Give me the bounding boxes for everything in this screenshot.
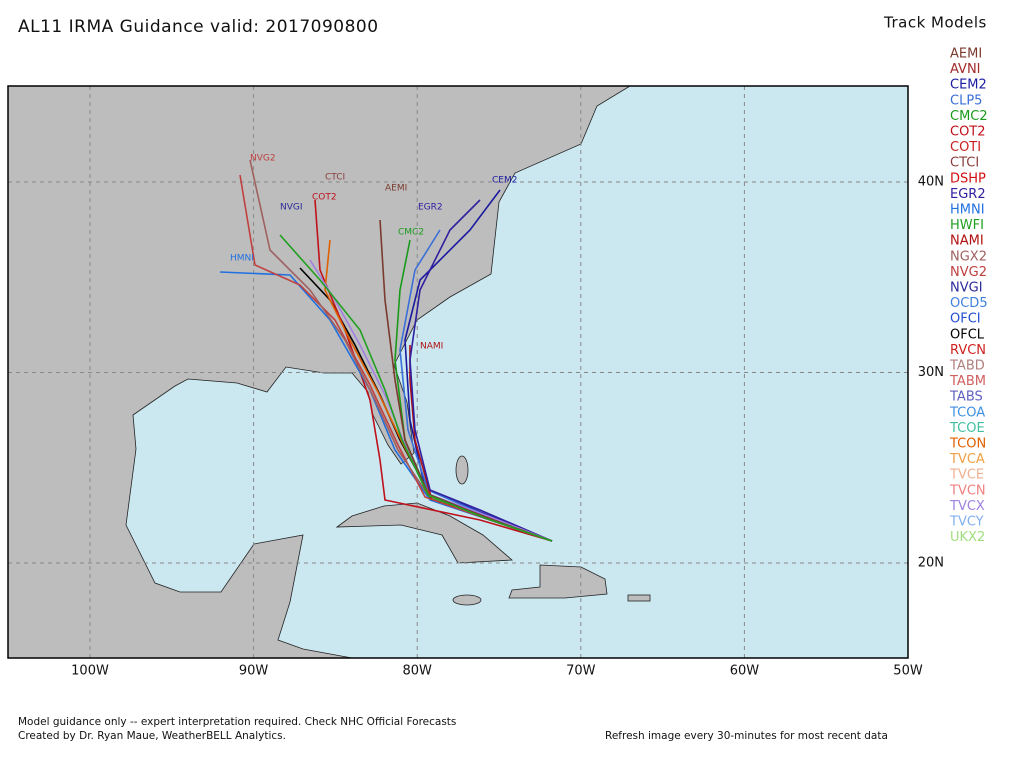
map: NAMI HMNI CEM2 AEMI CTCI COT2 NVG2 NVGI …	[7, 85, 909, 659]
legend-item: CTCI	[950, 156, 979, 171]
grid	[8, 86, 908, 658]
lon-label: 90W	[239, 664, 269, 679]
footer-note: Model guidance only -- expert interpreta…	[18, 716, 456, 728]
legend-item: CMC2	[950, 109, 988, 124]
legend-item: TVCN	[949, 483, 986, 498]
legend-item: TABS	[949, 390, 983, 405]
legend-item: TCON	[949, 437, 986, 452]
track-label: EGR2	[418, 203, 443, 213]
legend-item: TABD	[949, 359, 985, 374]
legend-item: TVCY	[949, 515, 984, 530]
track-label: CMC2	[398, 228, 424, 238]
lon-label: 60W	[730, 664, 760, 679]
legend-item: TVCE	[949, 468, 984, 483]
legend-item: RVCN	[950, 343, 986, 358]
lon-label: 70W	[566, 664, 596, 679]
track	[239, 174, 553, 542]
land-north-america	[7, 85, 632, 659]
legend-item: COT2	[950, 125, 986, 140]
legend-item: COTI	[950, 140, 981, 155]
footer-refresh: Refresh image every 30-minutes for most …	[605, 730, 888, 742]
track-label: HMNI	[230, 254, 254, 264]
track	[279, 234, 553, 542]
legend-item: OCD5	[950, 296, 988, 311]
legend-item: TVCA	[949, 452, 985, 467]
lat-label: 30N	[918, 365, 944, 380]
axes: 100W 90W 80W 70W 60W 50W 40N 30N 20N	[71, 175, 944, 679]
land-cuba	[335, 502, 514, 564]
legend-item: UKX2	[950, 530, 985, 545]
tracks: NAMI HMNI CEM2 AEMI CTCI COT2 NVG2 NVGI …	[219, 154, 553, 542]
lat-label: 20N	[918, 556, 944, 571]
legend-item: HWFI	[950, 218, 984, 233]
legend-item: TABM	[949, 374, 986, 389]
legend-item: CEM2	[950, 78, 987, 93]
land-bahamas	[455, 455, 469, 485]
land-hispaniola	[508, 564, 608, 599]
legend-item: NVG2	[950, 265, 987, 280]
legend-item: HMNI	[950, 203, 985, 218]
legend-item: DSHP	[950, 171, 986, 186]
legend-item: TCOE	[949, 421, 985, 436]
legend: AEMIAVNICEM2CLP5CMC2COT2COTICTCIDSHPEGR2…	[949, 47, 988, 546]
legend-item: AVNI	[950, 62, 981, 77]
lon-label: 100W	[71, 664, 109, 679]
legend-item: CLP5	[950, 93, 982, 108]
footer-credit: Created by Dr. Ryan Maue, WeatherBELL An…	[18, 730, 286, 742]
lon-label: 50W	[893, 664, 923, 679]
track	[314, 199, 553, 542]
track-label: NVG2	[250, 154, 276, 164]
track-label: AEMI	[385, 184, 407, 194]
legend-item: NVGI	[950, 281, 983, 296]
map-frame	[7, 85, 909, 659]
legend-item: OFCL	[950, 327, 985, 342]
legend-item: NAMI	[950, 234, 984, 249]
track	[379, 219, 553, 542]
legend-item: TVCX	[949, 499, 985, 514]
track-label: COT2	[312, 193, 337, 203]
land-jamaica	[452, 594, 482, 606]
legend-item: OFCI	[950, 312, 981, 327]
legend-item: TCOA	[949, 405, 985, 420]
land-puerto-rico	[627, 594, 651, 602]
track	[409, 199, 553, 542]
title: AL11 IRMA Guidance valid: 2017090800	[18, 17, 379, 37]
track-label: NVGI	[280, 203, 303, 213]
lon-label: 80W	[402, 664, 432, 679]
track-label: CTCI	[325, 173, 345, 183]
track-label: NAMI	[420, 342, 443, 352]
track-label: CEM2	[492, 176, 517, 186]
legend-item: NGX2	[950, 249, 987, 264]
legend-item: AEMI	[950, 47, 982, 62]
legend-title: Track Models	[883, 14, 987, 32]
legend-item: EGR2	[950, 187, 986, 202]
lat-label: 40N	[918, 175, 944, 190]
